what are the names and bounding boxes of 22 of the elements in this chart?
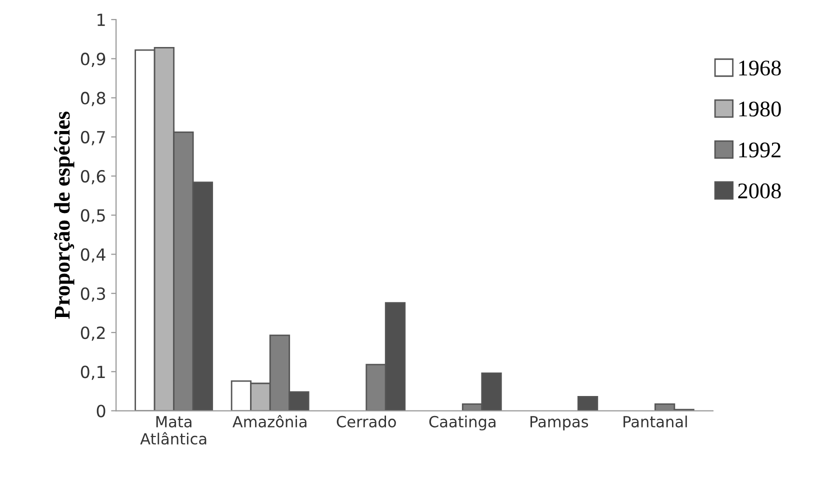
y-tick-label: 1 — [98, 14, 105, 26]
x-tick-label: Amazônia — [232, 415, 306, 428]
legend-label: 1992 — [739, 142, 780, 158]
y-tick-label: 0,4 — [80, 248, 106, 263]
x-tick-label: Cerrado — [336, 416, 396, 428]
legend-label: 1980 — [739, 102, 781, 117]
y-tick-label: 0,8 — [80, 92, 106, 106]
y-tick-label: 0,3 — [80, 287, 105, 302]
x-tick-label: Pampas — [530, 416, 588, 430]
y-tick-label: 0,7 — [80, 130, 105, 146]
y-tick-label: 0,5 — [80, 209, 105, 224]
x-tick-label: Caatinga — [429, 416, 496, 430]
x-tick-label: Pantanal — [624, 416, 687, 428]
y-tick-label: 0,1 — [80, 366, 105, 380]
y-tick-label: 0,6 — [80, 170, 106, 184]
y-tick-label: 0,2 — [80, 326, 105, 341]
y-tick-label: 0,9 — [80, 52, 106, 67]
x-tick-label: Mata Atlântica — [140, 416, 206, 445]
y-tick-label: 0 — [96, 404, 106, 418]
legend-label: 2008 — [738, 183, 781, 198]
legend-label: 1968 — [739, 60, 781, 76]
y-axis-title: Proporção de espécies — [54, 112, 74, 319]
